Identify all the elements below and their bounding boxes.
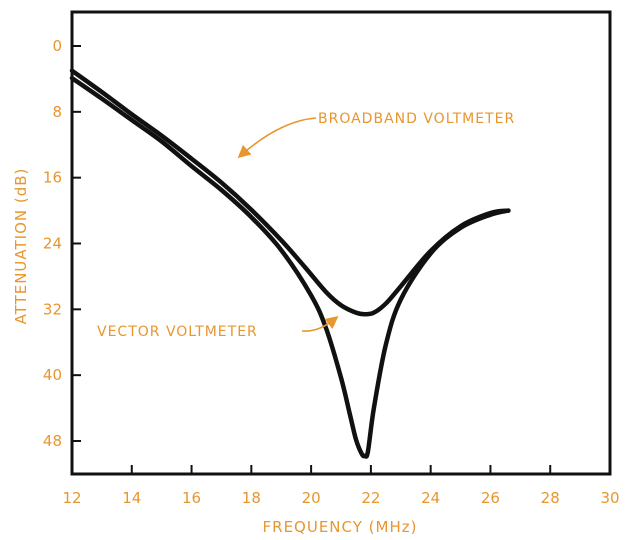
x-tick-label: 22 — [361, 489, 380, 507]
broadband-voltmeter-line — [69, 68, 511, 317]
broadband-voltmeter-label: BROADBAND VOLTMETER — [318, 111, 515, 127]
y-tick-label: 16 — [43, 169, 62, 187]
plot-frame — [70, 10, 612, 476]
vector-voltmeter-line — [69, 75, 511, 459]
x-tick-label: 18 — [242, 489, 261, 507]
y-tick-label: 8 — [52, 103, 62, 121]
y-tick-label: 40 — [43, 366, 62, 384]
y-axis-ticks: 0 8 16 24 32 40 48 — [43, 37, 81, 450]
x-tick-label: 30 — [600, 489, 619, 507]
x-tick-label: 26 — [481, 489, 500, 507]
broadband-annotation-leader — [237, 117, 317, 159]
series-lines — [69, 68, 511, 459]
x-axis-title: FREQUENCY (MHz) — [263, 518, 418, 536]
x-axis-ticks: 12 14 16 18 20 22 24 26 28 30 — [62, 465, 620, 507]
vector-annotation-leader — [301, 316, 339, 332]
y-tick-label: 32 — [43, 300, 62, 318]
y-tick-label: 0 — [52, 37, 62, 55]
x-tick-label: 12 — [62, 489, 81, 507]
y-axis-title: ATTENUATION (dB) — [12, 168, 30, 325]
y-tick-label: 48 — [43, 432, 62, 450]
x-tick-label: 24 — [421, 489, 440, 507]
x-tick-label: 20 — [302, 489, 321, 507]
vector-voltmeter-label: VECTOR VOLTMETER — [97, 324, 258, 340]
x-tick-label: 16 — [182, 489, 201, 507]
y-tick-label: 24 — [43, 235, 62, 253]
x-tick-label: 14 — [122, 489, 141, 507]
x-tick-label: 28 — [541, 489, 560, 507]
